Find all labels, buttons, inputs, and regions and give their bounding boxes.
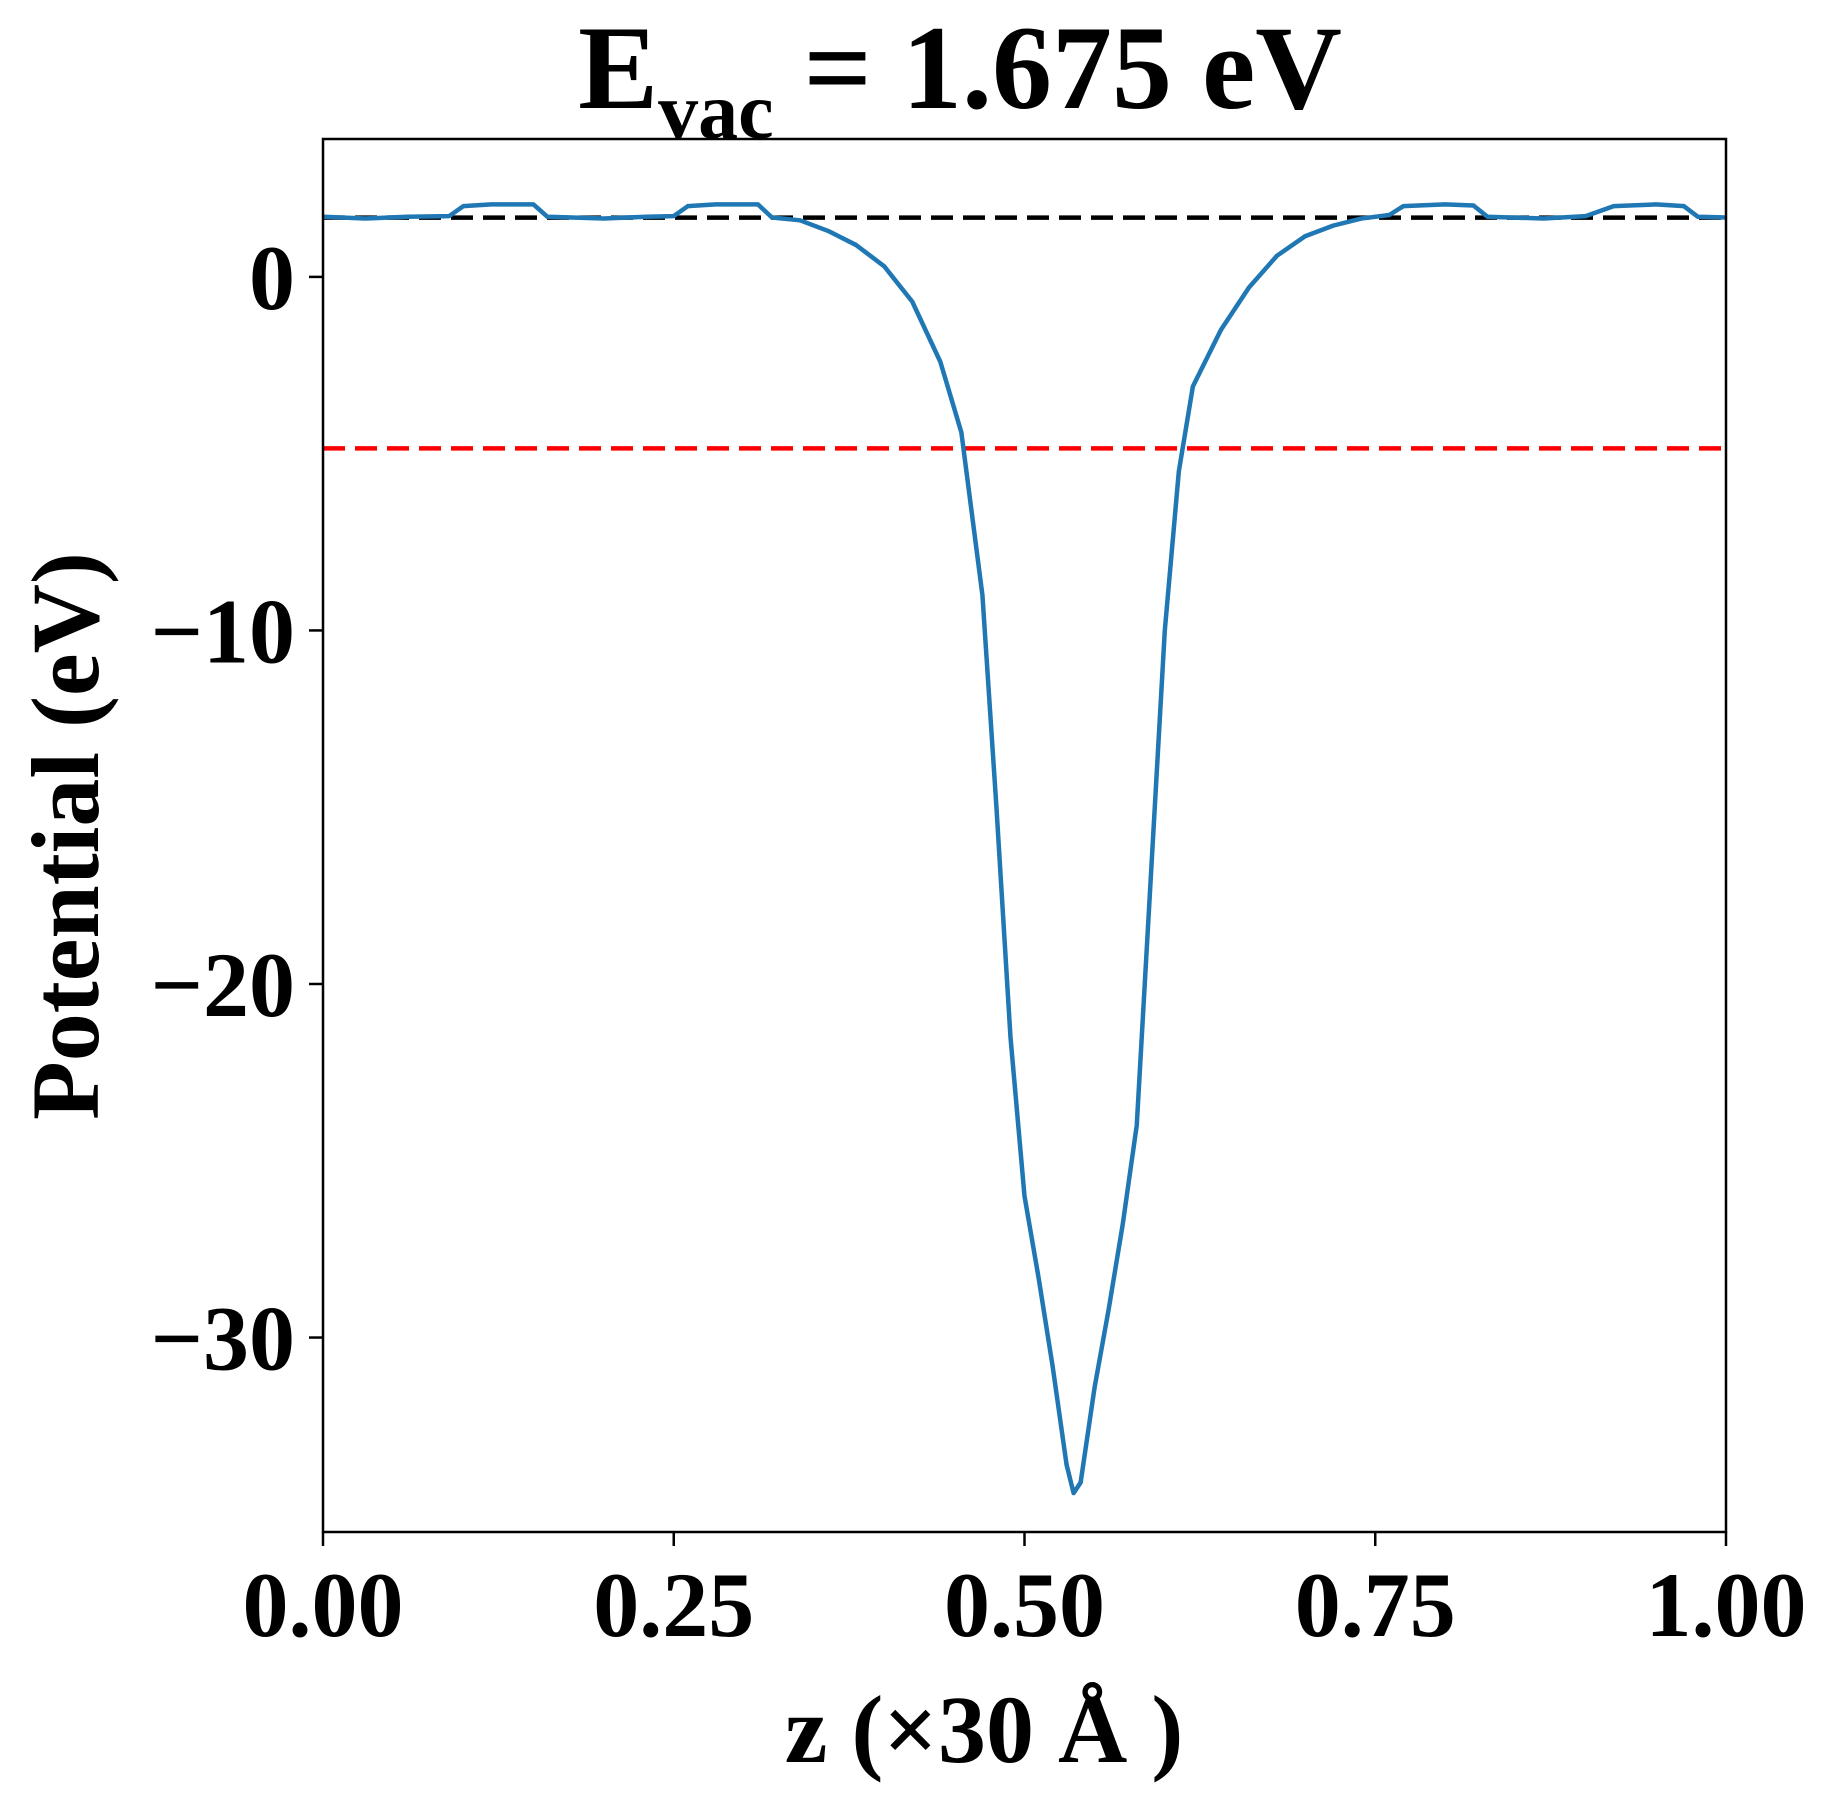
plot-frame xyxy=(321,137,1728,1534)
x-tick-label: 0.25 xyxy=(593,1554,754,1656)
y-axis-label: Potential (eV) xyxy=(12,552,119,1120)
y-tick-label: 0 xyxy=(249,227,295,329)
x-axis-label: z (×30 Å ) xyxy=(785,1676,1184,1783)
x-tick-label: 0.50 xyxy=(944,1554,1105,1656)
x-tick-label: 0.00 xyxy=(243,1554,404,1656)
y-tick-label: −20 xyxy=(151,934,295,1036)
y-tick-label: −10 xyxy=(151,580,295,682)
series-group xyxy=(322,202,1727,1496)
title-symbol: E xyxy=(578,1,658,134)
title-value: = 1.675 eV xyxy=(774,1,1342,134)
y-axis-ticks: 0 −10 −20 −30 xyxy=(151,227,323,1390)
reference-lines xyxy=(323,215,1726,451)
x-tick-label: 0.75 xyxy=(1295,1554,1456,1656)
x-axis-ticks: 0.00 0.25 0.50 0.75 1.00 xyxy=(243,1532,1807,1656)
y-tick-label: −30 xyxy=(151,1288,295,1390)
chart-title: Evac = 1.675 eV xyxy=(578,1,1342,156)
x-tick-label: 1.00 xyxy=(1646,1554,1807,1656)
title-subscript: vac xyxy=(658,68,774,156)
series-line-0 xyxy=(322,202,1727,1496)
